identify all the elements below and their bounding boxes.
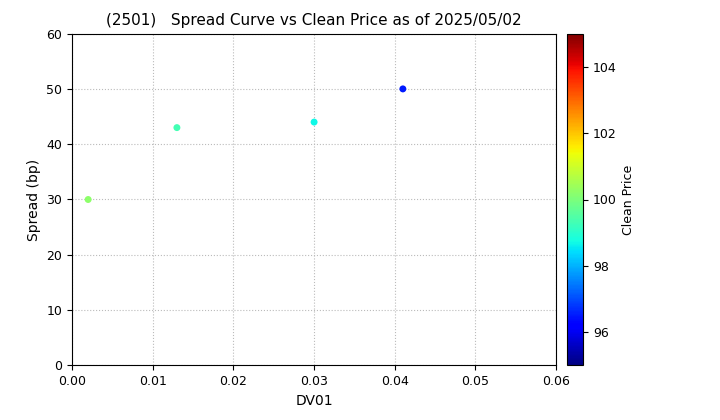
Title: (2501)   Spread Curve vs Clean Price as of 2025/05/02: (2501) Spread Curve vs Clean Price as of… [107,13,522,28]
Y-axis label: Spread (bp): Spread (bp) [27,158,41,241]
Point [171,124,183,131]
Point [308,119,320,126]
Point [397,86,409,92]
Point [82,196,94,203]
Y-axis label: Clean Price: Clean Price [622,164,635,235]
X-axis label: DV01: DV01 [295,394,333,408]
